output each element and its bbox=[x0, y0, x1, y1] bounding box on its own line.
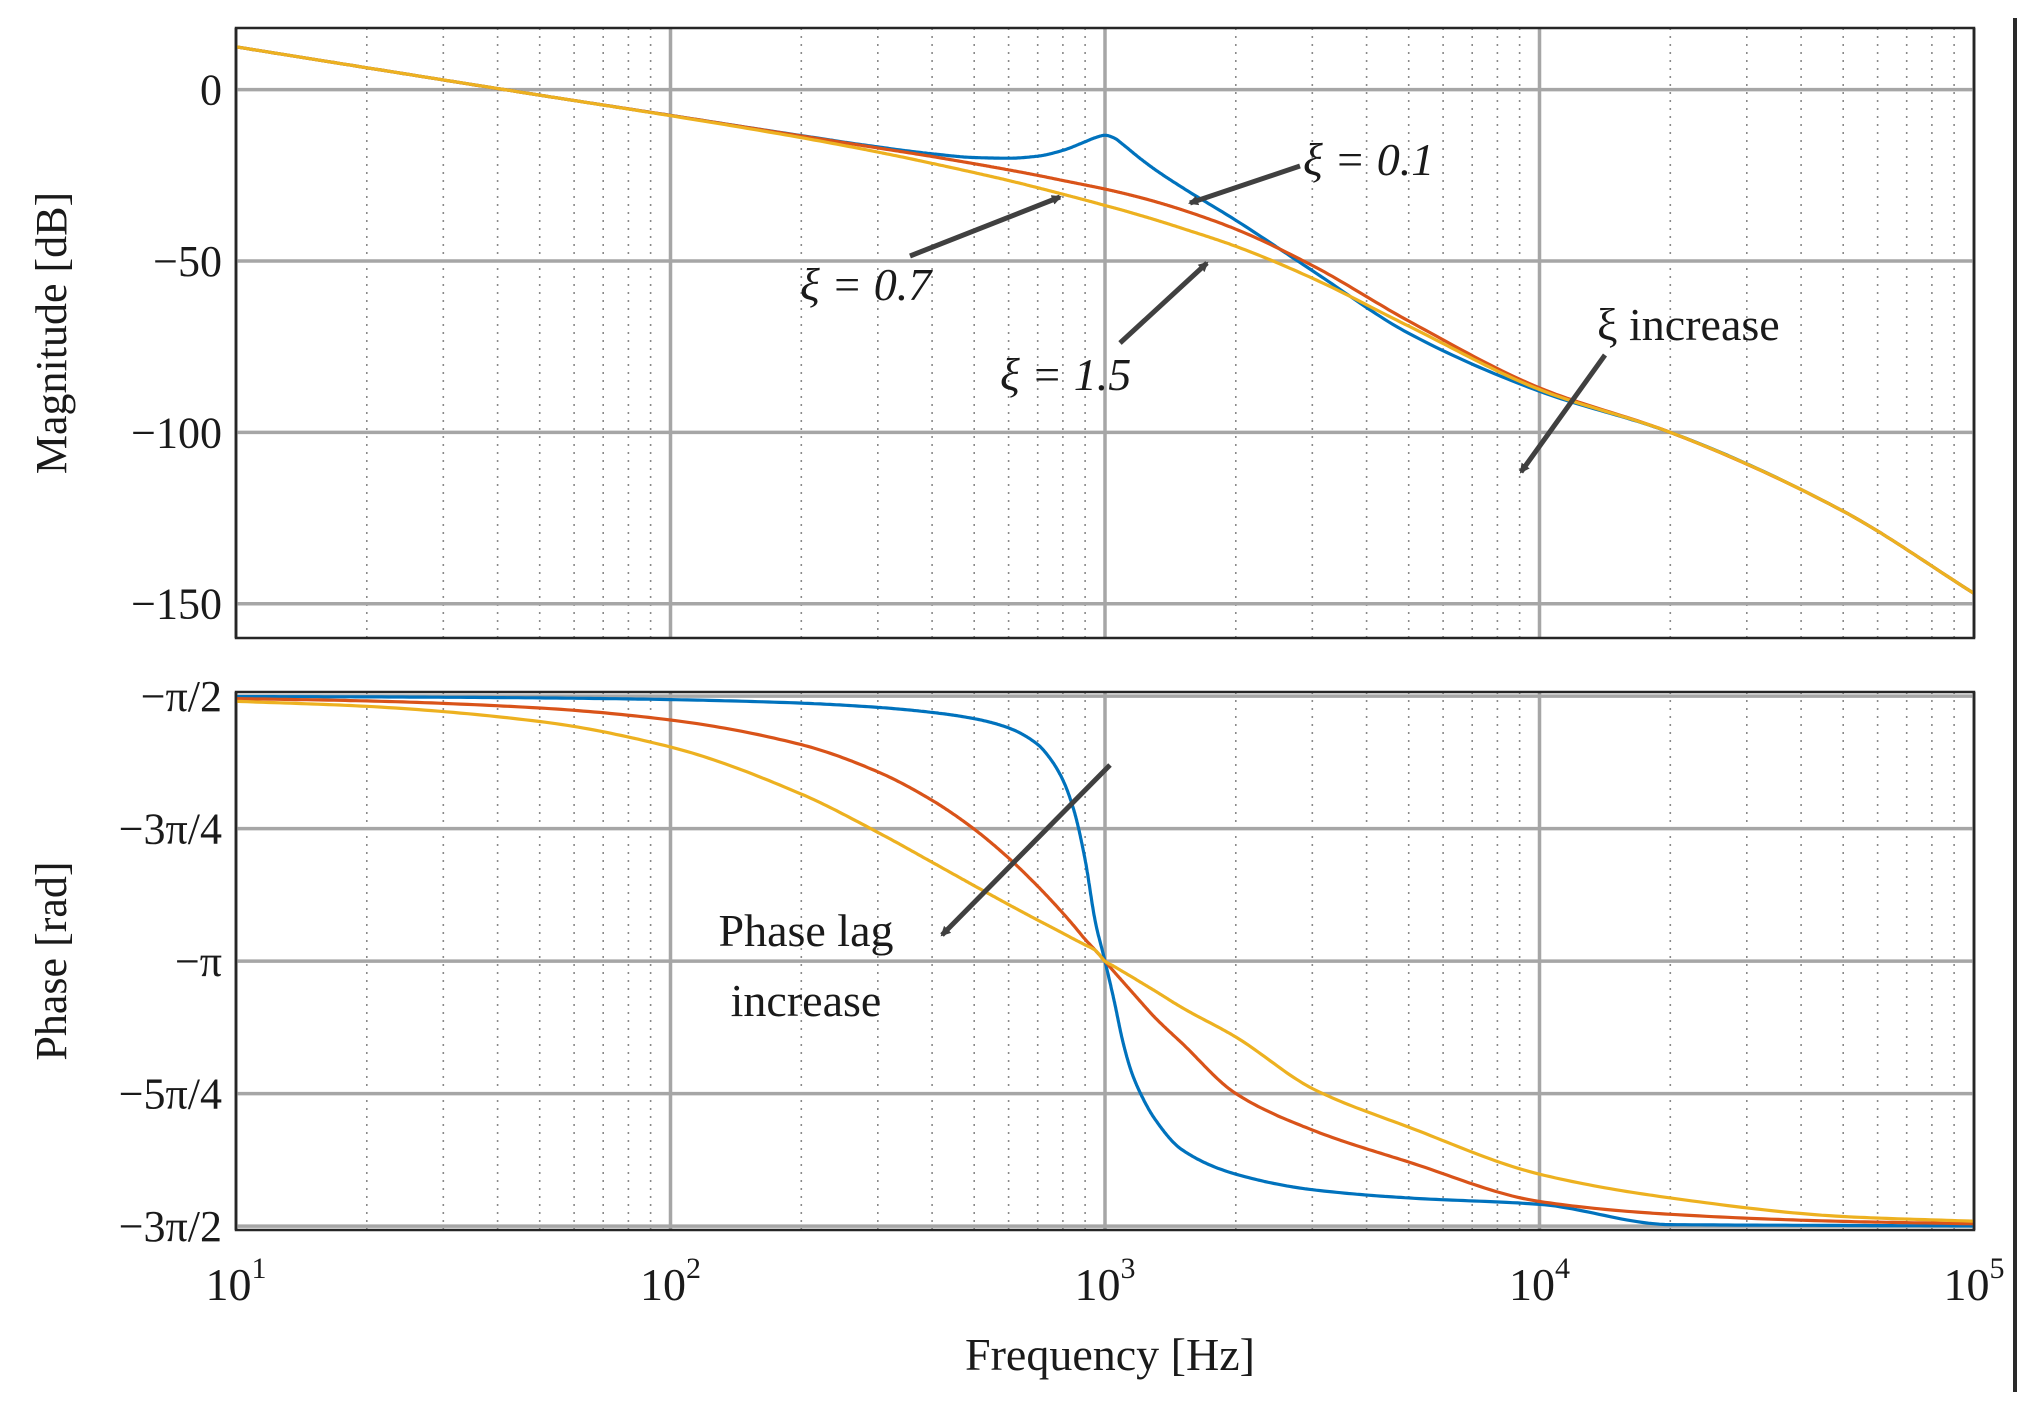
magnitude-series bbox=[235, 45, 1975, 595]
phase-y-tick-label: −3π/4 bbox=[119, 805, 222, 854]
phase-y-tick-label: −π bbox=[175, 937, 222, 986]
annotation-xi-increase: ξ increase bbox=[1597, 299, 1780, 350]
phase-series-line bbox=[235, 699, 1975, 1223]
annotation-arrow-xi-0.1 bbox=[1188, 163, 1301, 206]
x-tick-label: 104 bbox=[1509, 1252, 1570, 1310]
mag-series-line bbox=[235, 45, 1975, 595]
magnitude-y-tick-labels: 0 −50 −100 −150 bbox=[131, 66, 222, 629]
x-tick-exponent: 2 bbox=[686, 1252, 701, 1285]
phase-series bbox=[235, 695, 1975, 1228]
x-tick-label: 105 bbox=[1944, 1252, 2005, 1310]
mag-y-tick-label: 0 bbox=[200, 66, 222, 115]
x-tick-exponent: 4 bbox=[1555, 1252, 1570, 1285]
phase-y-tick-label: −π/2 bbox=[141, 672, 222, 721]
frequency-x-tick-labels: 101 102 103 104 105 bbox=[206, 1252, 2005, 1310]
phase-y-tick-label: −5π/4 bbox=[119, 1070, 222, 1119]
mag-y-tick-label: −50 bbox=[153, 237, 222, 286]
mag-y-tick-label: −100 bbox=[131, 408, 222, 457]
annotation-phase-lag-increase: increase bbox=[731, 975, 882, 1026]
phase-y-tick-labels: −π/2 −3π/4 −π −5π/4 −3π/2 bbox=[119, 672, 222, 1251]
annotation-arrow-xi-0.7 bbox=[909, 194, 1062, 259]
annotation-xi-1.5: ξ = 1.5 bbox=[1000, 349, 1131, 400]
x-tick-label: 101 bbox=[206, 1252, 267, 1310]
phase-plot-frame bbox=[234, 690, 1976, 1232]
x-tick-label: 103 bbox=[1075, 1252, 1136, 1310]
annotation-arrow-xi-1.5 bbox=[1118, 261, 1209, 345]
x-tick-exponent: 1 bbox=[252, 1252, 267, 1285]
phase-series-line bbox=[236, 695, 1975, 1228]
x-tick-exponent: 5 bbox=[1990, 1252, 2005, 1285]
x-tick-exponent: 3 bbox=[1121, 1252, 1136, 1285]
annotation-phase-lag: Phase lag bbox=[718, 905, 893, 956]
x-tick-label: 102 bbox=[640, 1252, 701, 1310]
magnitude-panel: 0 −50 −100 −150 Magnitude [dB] ξ = 0.1 ξ = … bbox=[27, 26, 1976, 640]
magnitude-plot-frame bbox=[234, 26, 1976, 640]
annotation-arrow-phase-lag bbox=[940, 763, 1112, 937]
phase-panel: −π/2 −3π/4 −π −5π/4 −3π/2 101 102 103 104 105 Ph… bbox=[27, 672, 2005, 1380]
mag-series-line bbox=[235, 45, 1975, 595]
annotation-xi-0.1: ξ = 0.1 bbox=[1303, 134, 1434, 185]
phase-y-axis-label: Phase [rad] bbox=[27, 861, 76, 1060]
mag-y-tick-label: −150 bbox=[131, 580, 222, 629]
annotation-arrow-xi-increase bbox=[1518, 353, 1608, 474]
phase-y-tick-label: −3π/2 bbox=[119, 1202, 222, 1251]
magnitude-y-axis-label: Magnitude [dB] bbox=[27, 192, 76, 474]
annotation-xi-0.7: ξ = 0.7 bbox=[800, 259, 933, 310]
frequency-x-axis-label: Frequency [Hz] bbox=[965, 1329, 1255, 1380]
